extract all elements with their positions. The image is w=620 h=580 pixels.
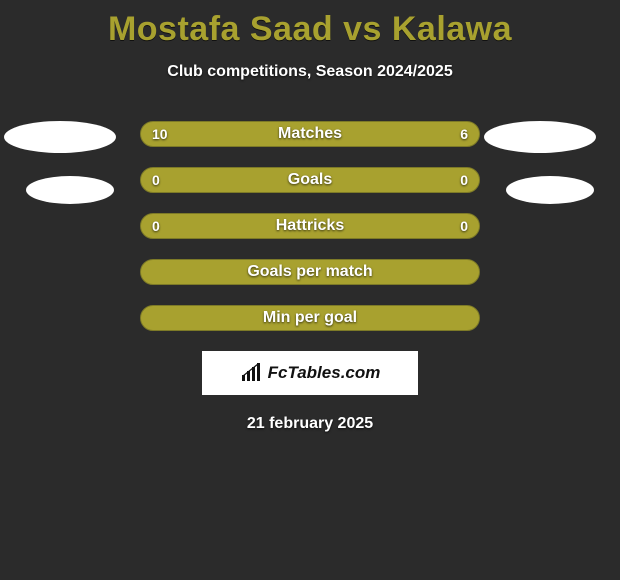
stat-label: Hattricks bbox=[140, 213, 480, 239]
stat-label: Min per goal bbox=[140, 305, 480, 331]
page-subtitle: Club competitions, Season 2024/2025 bbox=[0, 63, 620, 81]
stat-row: 0 Goals 0 bbox=[140, 167, 480, 193]
bars-icon bbox=[240, 363, 264, 383]
stat-label: Matches bbox=[140, 121, 480, 147]
page-title: Mostafa Saad vs Kalawa bbox=[0, 0, 620, 49]
logo: FcTables.com bbox=[240, 363, 381, 383]
stat-right-value: 0 bbox=[460, 213, 468, 239]
stat-label: Goals per match bbox=[140, 259, 480, 285]
stat-row: 0 Hattricks 0 bbox=[140, 213, 480, 239]
logo-box: FcTables.com bbox=[202, 351, 418, 395]
stat-row: 10 Matches 6 bbox=[140, 121, 480, 147]
avatar-right-large bbox=[484, 121, 596, 153]
stat-right-value: 6 bbox=[460, 121, 468, 147]
avatar-right-small bbox=[506, 176, 594, 204]
avatar-left-large bbox=[4, 121, 116, 153]
stat-row: Goals per match bbox=[140, 259, 480, 285]
stat-label: Goals bbox=[140, 167, 480, 193]
avatar-left-small bbox=[26, 176, 114, 204]
date-label: 21 february 2025 bbox=[0, 415, 620, 433]
stat-row: Min per goal bbox=[140, 305, 480, 331]
stat-right-value: 0 bbox=[460, 167, 468, 193]
logo-text: FcTables.com bbox=[268, 363, 381, 383]
